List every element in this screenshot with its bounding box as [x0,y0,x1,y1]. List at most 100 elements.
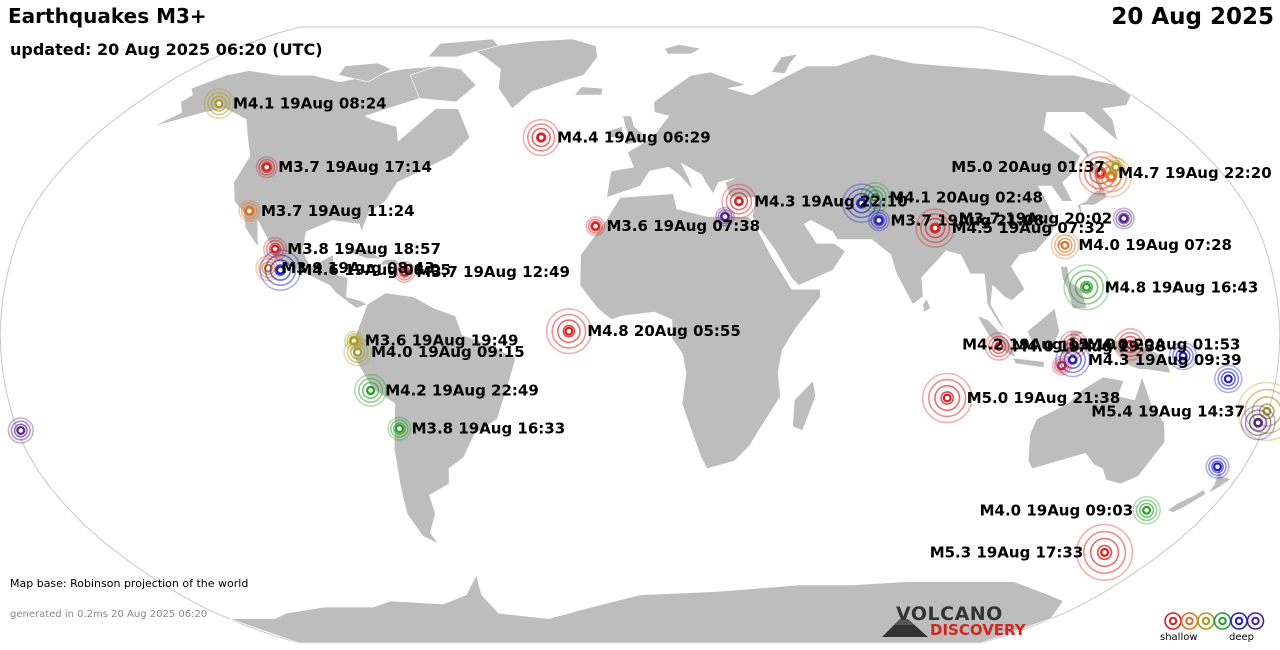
earthquake-marker[interactable] [867,209,890,232]
marker-core [1178,351,1188,361]
earthquake-marker[interactable] [343,337,373,367]
earthquake-marker[interactable] [1168,341,1198,371]
marker-core [400,267,410,277]
marker-core [994,342,1004,352]
earthquake-marker[interactable] [387,416,412,441]
marker-ring [258,158,276,176]
earthquake-marker[interactable] [1105,157,1126,178]
earthquake-marker[interactable] [1132,495,1161,525]
marker-ring [1108,159,1124,175]
marker-ring [1214,364,1243,394]
earthquake-marker[interactable] [1113,327,1147,361]
marker-ring [557,319,581,344]
earthquake-marker[interactable] [984,332,1014,361]
marker-ring [1090,155,1133,198]
earthquake-marker[interactable] [921,372,973,424]
earthquake-marker[interactable] [1214,364,1243,394]
earthquake-marker[interactable] [255,156,278,179]
marker-core [930,223,940,233]
marker-ring [551,313,587,349]
earthquake-marker[interactable] [545,308,593,355]
earthquake-label: M4.4 19Aug 06:29 [557,129,711,147]
marker-ring [350,344,366,360]
earthquake-marker[interactable] [354,373,388,407]
earthquake-label: M5.0 20Aug 01:37 [951,158,1105,176]
earthquake-marker[interactable] [1075,523,1134,582]
marker-ring [346,341,369,364]
land-antarctica [229,574,1064,644]
marker-ring [929,222,941,234]
marker-ring [274,264,287,276]
earthquake-marker[interactable] [1063,264,1110,311]
earthquake-marker[interactable] [1051,355,1072,376]
land-greenland [474,38,598,110]
marker-ring [1069,269,1105,305]
marker-core [720,212,730,222]
legend-depth-swatch [1164,612,1182,630]
marker-ring [1205,454,1230,479]
earthquake-label: M4.8 20Aug 05:55 [587,322,741,340]
earthquake-label: M3.6 19Aug 19:49 [365,332,519,350]
marker-ring [390,419,409,438]
earthquake-marker[interactable] [715,206,735,227]
marker-core [1253,418,1263,428]
marker-ring [1096,544,1113,561]
marker-core [1100,547,1110,557]
earthquake-marker[interactable] [263,237,288,262]
earthquake-label: M4.3 19Aug 09:39 [1088,351,1242,369]
earthquake-marker[interactable] [1205,454,1230,479]
earthquake-marker[interactable] [7,417,34,444]
earthquake-label: M4.1 19Aug 08:24 [233,95,387,113]
marker-ring [719,211,731,222]
marker-ring [1237,381,1280,442]
earthquake-label: M4.0 20Aug 01:53 [1087,336,1241,354]
marker-ring [1117,331,1143,358]
legend-depth-swatch [1230,612,1248,630]
marker-ring [387,416,412,441]
earthquake-marker[interactable] [259,249,302,292]
earthquake-marker[interactable] [393,260,416,283]
marker-ring [354,373,388,407]
earthquake-marker[interactable] [585,216,606,237]
marker-core [1142,505,1152,515]
earthquake-marker[interactable] [841,183,882,223]
earthquake-marker[interactable] [915,208,955,248]
marker-ring [1135,499,1158,522]
earthquake-label: M4.2 19Aug 15:10 [962,336,1116,354]
marker-ring [260,161,273,174]
marker-ring [207,91,231,116]
depth-legend [1164,612,1265,630]
marker-ring [590,220,601,232]
marker-ring [1244,388,1280,434]
earthquake-marker[interactable] [522,118,560,157]
marker-ring [10,420,31,441]
land-borneo [1027,307,1060,351]
marker-ring [268,242,282,256]
marker-ring [545,308,593,355]
marker-ring [927,378,967,418]
marker-ring [238,199,261,222]
marker-core [857,198,867,208]
marker-ring [870,211,888,229]
volcano-discovery-logo[interactable]: VOLCANO DISCOVERY [880,603,1040,643]
marker-core [1068,355,1078,365]
earthquake-label: M4.6 19Aug 08:05 [297,261,451,279]
earthquake-marker[interactable] [238,199,261,222]
marker-ring [1208,457,1227,477]
earthquake-marker[interactable] [203,88,235,120]
earthquake-marker[interactable] [1055,342,1091,378]
earthquake-marker[interactable] [721,183,757,219]
marker-ring [1063,264,1110,311]
land-south-america [352,292,517,545]
marker-ring [851,192,872,214]
earthquake-marker[interactable] [1240,405,1276,441]
marker-ring [984,332,1014,361]
marker-ring [265,239,285,259]
marker-ring [1075,523,1134,582]
marker-ring [1050,230,1080,260]
earthquake-marker[interactable] [1050,230,1080,260]
marker-ring [846,188,877,219]
earthquake-marker[interactable] [1112,207,1135,230]
